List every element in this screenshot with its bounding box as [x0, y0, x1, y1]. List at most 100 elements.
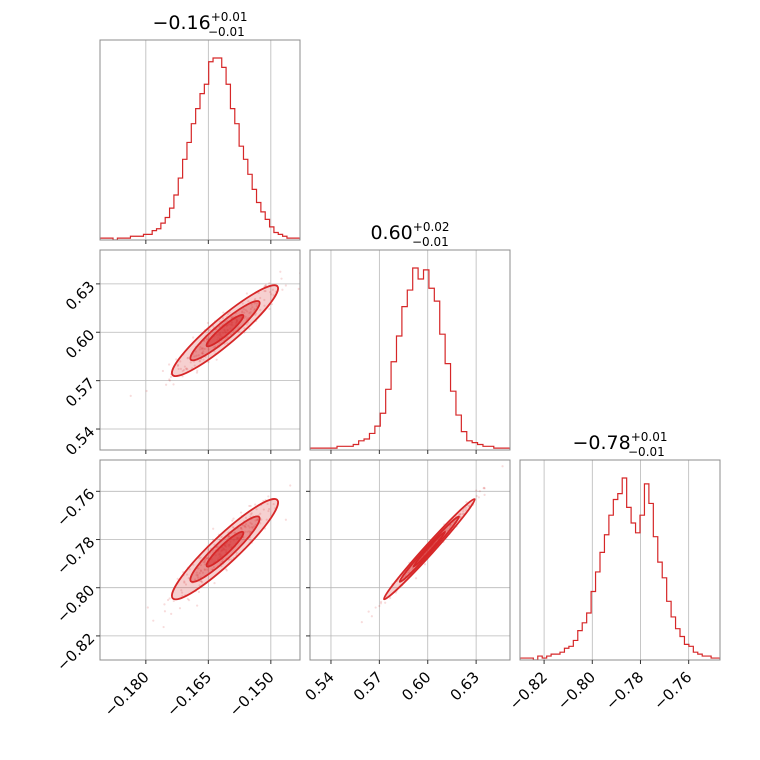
panel-2-1-point: [384, 601, 387, 604]
panel-2-0-point: [176, 577, 179, 580]
panel-2-0-point: [197, 567, 200, 570]
panel-1-0-point: [175, 358, 178, 361]
panel-1-0-point: [247, 300, 250, 303]
panel-1-0-point: [263, 289, 266, 293]
panel-2-0-point: [203, 568, 206, 571]
panel-title-2: −0.78+0.01: [572, 430, 667, 454]
panel-1-0-point: [246, 310, 249, 313]
data-layer: [100, 57, 720, 660]
panel-2-0-point: [240, 526, 243, 530]
panel-1-0-point: [201, 351, 204, 355]
xtick-label-2-2: −0.78: [602, 668, 647, 713]
panel-2-1-point: [445, 529, 448, 532]
panel-2-1-point: [464, 509, 468, 512]
panel-2-0-point: [235, 551, 238, 554]
panel-1-0-point: [264, 284, 267, 287]
panel-1-0-point: [253, 309, 256, 312]
xtick-label-1-1: 0.57: [350, 668, 386, 704]
xtick-label-1-2: 0.60: [398, 668, 434, 704]
panel-2-0-point: [246, 530, 249, 533]
panel-1-0-point: [245, 323, 248, 326]
panel-2-0-point: [249, 513, 253, 516]
panel-2-0-point: [267, 495, 270, 498]
panel-2-0-point: [216, 545, 219, 548]
panel-1-0-point: [272, 294, 275, 297]
panel-2-0-point: [244, 516, 248, 519]
panel-1-0-point: [259, 296, 262, 300]
panel-2-0-point: [227, 535, 230, 538]
panel-2-0-point: [250, 525, 254, 529]
panel-2-0-point: [166, 598, 170, 602]
panel-1-0-point: [212, 346, 215, 349]
panel-2-0-point: [254, 503, 257, 506]
panel-2-1-point: [370, 615, 373, 618]
panel-2-0-point: [244, 523, 248, 526]
panel-2-1-point: [378, 604, 381, 608]
panel-2-0-point: [265, 518, 268, 521]
panel-2-0-point: [168, 597, 171, 600]
panel-2-0-point: [249, 515, 252, 518]
xtick-label-1-3: 0.63: [447, 668, 483, 704]
panel-2-0-point: [244, 526, 247, 529]
panel-2-1-frame: [309, 459, 511, 661]
panel-1-0-point: [197, 354, 200, 357]
frame-layer: [96, 39, 721, 664]
panel-2-0-point: [193, 578, 197, 581]
panel-2-1-point: [449, 523, 452, 526]
panel-2-0-point: [241, 524, 244, 527]
panel-1-0-point: [198, 348, 201, 351]
panel-2-0-point: [180, 589, 183, 592]
panel-1-0-point: [195, 371, 199, 374]
panel-1-0-point: [242, 308, 245, 311]
panel-2-0-point: [188, 568, 191, 571]
panel-2-0-point: [197, 576, 200, 579]
panel-1-0-density: [129, 270, 300, 397]
panel-1-0-point: [248, 327, 251, 330]
panel-2-0-point: [239, 526, 242, 530]
panel-2-0-point: [205, 557, 208, 560]
panel-2-1-point: [408, 569, 411, 572]
histogram-0: [100, 57, 300, 240]
panel-2-1-point: [483, 486, 486, 489]
panel-1-0-point: [193, 355, 196, 358]
panel-2-0-point: [259, 522, 262, 525]
panel-2-1-point: [475, 489, 478, 492]
panel-1-0-point: [179, 367, 182, 370]
panel-2-0-point: [199, 563, 203, 567]
panel-2-0-point: [289, 484, 292, 487]
panel-1-0-point: [186, 357, 189, 360]
panel-1-0-point: [241, 302, 244, 305]
ytick-label-1-0: 0.54: [62, 423, 98, 459]
panel-1-0-point: [176, 364, 180, 368]
panel-2-1-point: [461, 512, 465, 515]
panel-1-0-point: [263, 298, 266, 302]
panel-1-0-point: [202, 350, 205, 353]
panel-1-0-frame: [99, 249, 301, 451]
panel-1-0-point: [254, 313, 257, 316]
panel-2-0-point: [198, 584, 201, 587]
panel-2-0-point: [203, 563, 207, 566]
panel-1-0-point: [218, 341, 221, 344]
panel-1-0-point: [185, 367, 188, 370]
panel-2-0-point: [243, 524, 246, 528]
panel-2-1-point: [389, 596, 392, 600]
panel-1-0-point: [193, 364, 196, 367]
panel-1-0-point: [206, 338, 209, 341]
panel-1-0-point: [208, 328, 211, 332]
histogram-1: [310, 267, 510, 450]
panel-1-0-point: [229, 333, 232, 336]
panel-2-0-point: [247, 530, 251, 533]
panel-1-0-point: [297, 287, 300, 290]
panel-1-0-point: [200, 347, 204, 350]
panel-1-0-point: [168, 378, 171, 381]
panel-2-0-point: [199, 556, 202, 559]
panel-1-0-point: [199, 359, 202, 362]
panel-2-0-point: [249, 521, 252, 524]
panel-2-0-point: [248, 526, 251, 529]
panel-2-0-point: [243, 525, 246, 528]
panel-2-0-point: [162, 625, 165, 629]
panel-2-0-point: [184, 583, 188, 586]
panel-2-1-point: [462, 510, 465, 513]
xtick-label-2-1: −0.80: [554, 668, 599, 713]
panel-1-0-point: [237, 326, 240, 329]
